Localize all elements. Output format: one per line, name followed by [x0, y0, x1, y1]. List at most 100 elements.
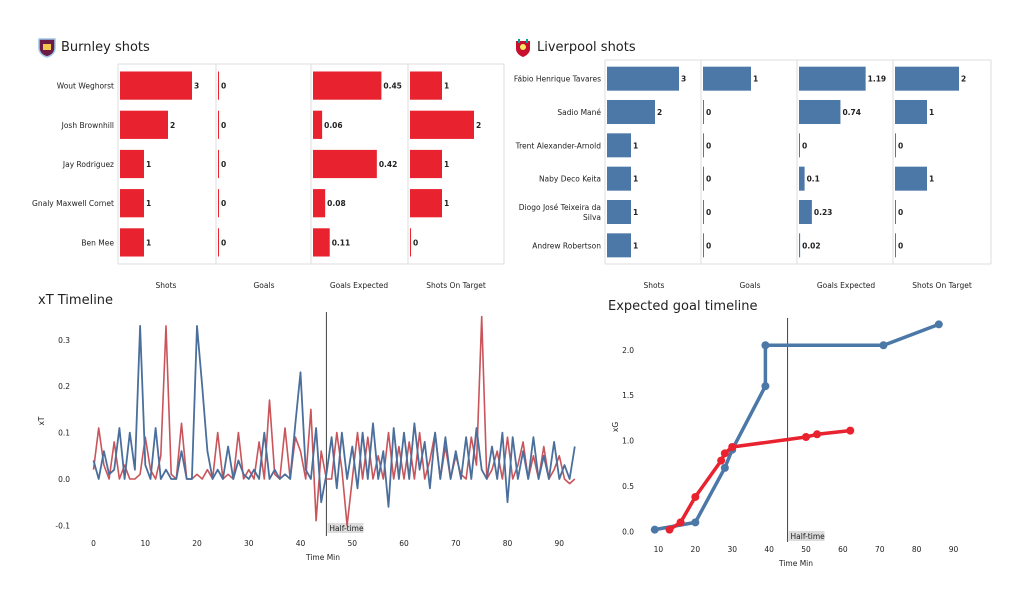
bar-value-label: 0.45: [383, 82, 402, 91]
bar: [799, 100, 841, 124]
bar-value-label: 1: [929, 175, 934, 184]
bar: [703, 133, 704, 158]
player-name: Josh Brownhill: [61, 121, 114, 130]
y-tick-label: 0.0: [58, 475, 70, 484]
liverpool-crest-icon: [514, 38, 532, 58]
y-axis-label: xG: [611, 422, 620, 432]
burnley-xg-point: [720, 449, 729, 458]
x-tick-label: 0: [91, 539, 96, 548]
x-tick-label: 40: [764, 545, 774, 554]
bar-value-label: 0: [706, 141, 711, 150]
player-name: Sadio Mané: [557, 108, 601, 117]
burnley-xg-point: [665, 525, 674, 534]
bar: [799, 166, 805, 191]
bar: [410, 228, 411, 257]
player-name: Diogo José Teixeira da: [519, 203, 601, 212]
y-tick-label: 0.5: [622, 482, 634, 491]
column-label: Shots On Target: [426, 281, 486, 290]
bar: [218, 228, 219, 257]
burnley-shots-title: Burnley shots: [61, 40, 150, 55]
liverpool-xg-point: [691, 518, 700, 527]
bar-value-label: 0: [898, 208, 903, 217]
bar-value-label: 0: [221, 160, 226, 169]
y-tick-label: 0.2: [58, 382, 70, 391]
bar-value-label: 2: [961, 75, 966, 84]
bar-value-label: 0: [413, 238, 418, 247]
x-tick-label: 30: [727, 545, 737, 554]
bar-value-label: 1: [633, 241, 638, 250]
y-tick-label: 1.0: [622, 437, 634, 446]
bar: [218, 71, 219, 100]
player-name: Andrew Robertson: [532, 241, 601, 250]
burnley-xg-point: [691, 492, 700, 501]
bar: [218, 149, 219, 179]
bar-value-label: 0: [802, 141, 807, 150]
halftime-label-box: [327, 523, 364, 533]
liverpool-xg-point: [761, 382, 770, 391]
xg-timeline-title: Expected goal timeline: [608, 299, 758, 314]
burnley-xg-point: [813, 430, 822, 439]
player-name: Naby Deco Keita: [539, 175, 601, 184]
bar-value-label: 1: [444, 82, 449, 91]
player-name: Gnaly Maxwell Cornet: [32, 199, 114, 208]
bar-value-label: 0.06: [324, 121, 343, 130]
x-tick-label: 40: [296, 539, 306, 548]
halftime-label: Half-time: [791, 532, 826, 541]
bar: [895, 100, 927, 124]
bar-value-label: 3: [194, 82, 199, 91]
bar-value-label: 0.08: [327, 199, 346, 208]
liverpool-xg-point: [720, 463, 729, 472]
bar-value-label: 2: [476, 121, 481, 130]
burnley-xg-line: [667, 428, 853, 532]
liverpool-xt-line: [92, 324, 576, 508]
burnley-crest-icon: [38, 38, 56, 58]
bar-value-label: 1: [633, 175, 638, 184]
x-tick-label: 80: [503, 539, 513, 548]
bar: [607, 233, 631, 258]
bar-value-label: 1: [633, 208, 638, 217]
burnley-xg-point: [676, 518, 685, 527]
y-tick-label: 0.3: [58, 336, 70, 345]
bar-value-label: 0.42: [379, 160, 398, 169]
bar-value-label: 0: [898, 241, 903, 250]
bar: [607, 100, 655, 124]
column-label: Shots: [156, 281, 177, 290]
bar: [703, 100, 704, 124]
bar-value-label: 0: [706, 241, 711, 250]
x-tick-label: 60: [838, 545, 848, 554]
bar: [895, 66, 959, 91]
bar-value-label: 0: [706, 208, 711, 217]
bar: [607, 133, 631, 158]
player-name: Ben Mee: [81, 238, 114, 247]
column-label: Shots On Target: [912, 281, 972, 290]
x-axis-label: Time Min: [305, 553, 340, 562]
burnley-xg-point: [846, 426, 855, 435]
bar: [703, 200, 704, 224]
bar-value-label: 0.02: [802, 241, 821, 250]
y-tick-label: 1.5: [622, 391, 634, 400]
x-tick-label: 70: [451, 539, 461, 548]
bar: [895, 166, 927, 191]
y-tick-label: -0.1: [55, 521, 70, 530]
player-name: Wout Weghorst: [57, 82, 114, 91]
bar: [799, 200, 812, 224]
bar-value-label: 3: [681, 75, 686, 84]
liverpool-xg-line: [653, 322, 941, 532]
bar-value-label: 0: [221, 199, 226, 208]
player-name: Jay Rodriguez: [62, 160, 114, 169]
bar: [410, 71, 442, 100]
bar: [410, 149, 442, 179]
x-tick-label: 50: [348, 539, 358, 548]
x-tick-label: 20: [192, 539, 202, 548]
bar: [313, 189, 326, 218]
bar-value-label: 1: [146, 160, 151, 169]
x-tick-label: 90: [949, 545, 959, 554]
y-tick-label: 0.1: [58, 429, 70, 438]
x-tick-label: 70: [875, 545, 885, 554]
x-tick-label: 80: [912, 545, 922, 554]
bar-value-label: 0: [706, 108, 711, 117]
bar: [799, 133, 800, 158]
column-label: Goals Expected: [330, 281, 389, 290]
bar-value-label: 1: [146, 238, 151, 247]
